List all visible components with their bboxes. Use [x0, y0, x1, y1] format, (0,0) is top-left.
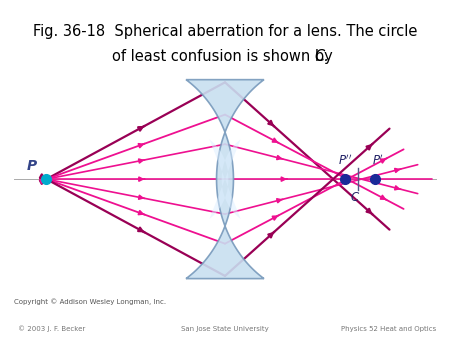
Text: $C$: $C$ — [350, 191, 360, 204]
Text: Copyright © Addison Wesley Longman, Inc.: Copyright © Addison Wesley Longman, Inc. — [14, 298, 166, 305]
Text: $P'$: $P'$ — [372, 154, 384, 168]
Text: C.: C. — [314, 49, 329, 64]
Polygon shape — [209, 139, 241, 219]
Text: P: P — [27, 159, 37, 173]
Text: Fig. 36-18  Spherical aberration for a lens. The circle: Fig. 36-18 Spherical aberration for a le… — [33, 24, 417, 39]
Text: $P''$: $P''$ — [338, 154, 352, 168]
Text: of least confusion is shown by: of least confusion is shown by — [112, 49, 338, 64]
Text: San Jose State University: San Jose State University — [181, 326, 269, 332]
Text: Physics 52 Heat and Optics: Physics 52 Heat and Optics — [341, 326, 436, 332]
Text: © 2003 J. F. Becker: © 2003 J. F. Becker — [18, 325, 85, 332]
Polygon shape — [186, 80, 264, 279]
